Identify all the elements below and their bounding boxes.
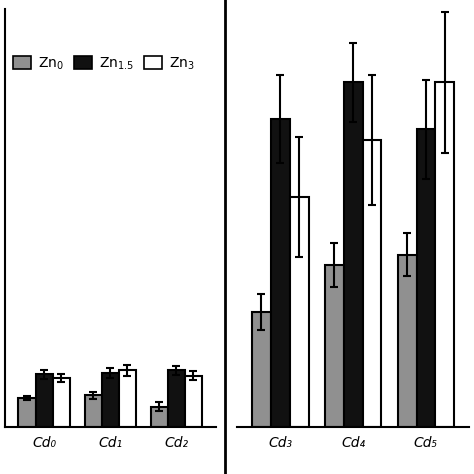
Bar: [168, 370, 185, 427]
Bar: [290, 197, 309, 427]
Bar: [84, 395, 101, 427]
Bar: [344, 82, 363, 427]
Bar: [151, 407, 168, 427]
Bar: [119, 370, 136, 427]
Bar: [417, 129, 435, 427]
Bar: [53, 378, 70, 427]
Bar: [101, 373, 119, 427]
Bar: [185, 375, 202, 427]
Bar: [325, 265, 344, 427]
Bar: [398, 255, 417, 427]
Bar: [18, 398, 36, 427]
Bar: [435, 82, 454, 427]
Legend: $\mathregular{Zn_0}$, $\mathregular{Zn_{1.5}}$, $\mathregular{Zn_3}$: $\mathregular{Zn_0}$, $\mathregular{Zn_{…: [8, 50, 200, 77]
Bar: [252, 312, 271, 427]
Bar: [36, 374, 53, 427]
Bar: [271, 119, 290, 427]
Bar: [363, 140, 382, 427]
